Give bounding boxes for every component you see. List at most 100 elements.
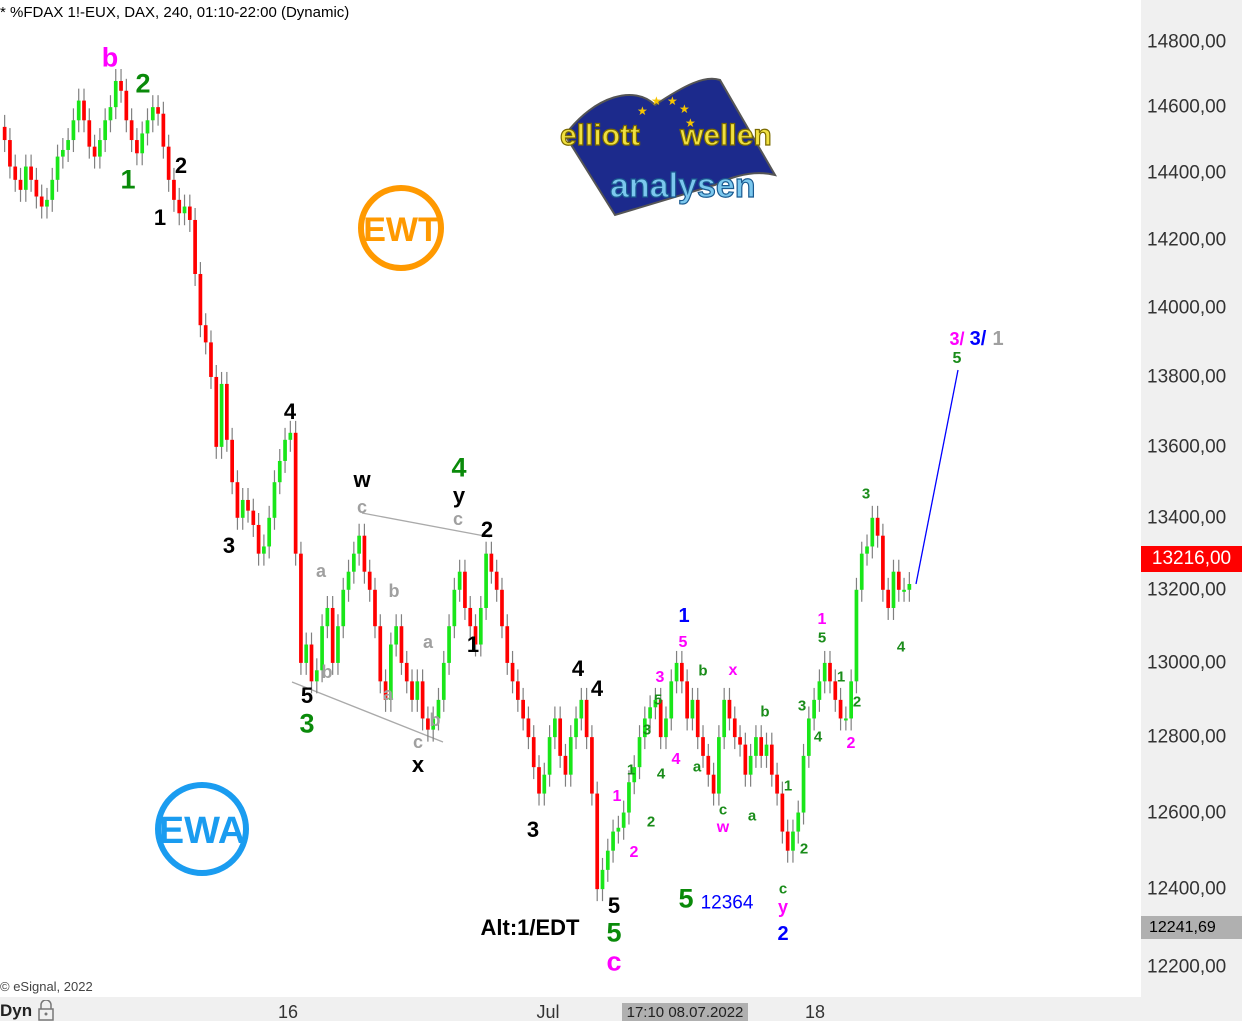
ewa-logo: EWA xyxy=(155,782,249,876)
wave-label: 4 xyxy=(451,452,467,483)
candle-down xyxy=(410,681,414,700)
candle-up xyxy=(140,133,145,154)
candle-up xyxy=(865,546,869,554)
candle-up xyxy=(113,80,118,108)
chart-title: * %FDAX 1!-EUX, DAX, 240, 01:10-22:00 (D… xyxy=(0,4,350,21)
candle-down xyxy=(82,100,86,121)
x-tick: 16 xyxy=(277,1002,299,1022)
candle-down xyxy=(526,718,531,738)
svg-text:★: ★ xyxy=(685,116,696,130)
candle-up xyxy=(796,812,801,832)
candle-up xyxy=(351,553,356,572)
wave-label: 4 xyxy=(813,728,823,746)
candle-down xyxy=(166,146,171,180)
candle-up xyxy=(801,755,806,813)
candle-down xyxy=(838,699,843,719)
candle-up xyxy=(320,626,324,671)
time-axis[interactable] xyxy=(0,997,1242,1021)
candle-up xyxy=(637,737,642,768)
candle-down xyxy=(256,524,261,554)
candle-up xyxy=(415,681,420,700)
candle-up xyxy=(542,774,547,794)
wave-label: 5 xyxy=(817,629,827,647)
candle-down xyxy=(500,589,504,627)
candle-down xyxy=(198,273,203,326)
candle-up xyxy=(870,517,875,547)
dynamic-mode-label[interactable]: Dyn xyxy=(0,1001,33,1020)
candle-down xyxy=(759,737,764,756)
svg-text:analysen: analysen xyxy=(610,167,756,205)
candle-down xyxy=(531,737,536,768)
ewt-logo: EWT xyxy=(358,185,444,271)
svg-text:wellen: wellen xyxy=(679,119,772,152)
candle-down xyxy=(775,774,779,794)
candle-down xyxy=(373,589,377,627)
candle-up xyxy=(907,583,912,590)
wave-label: 2 xyxy=(777,923,789,945)
candle-down xyxy=(658,699,663,738)
candle-down xyxy=(383,681,388,700)
candle-up xyxy=(314,670,319,682)
price-axis[interactable] xyxy=(1141,0,1242,997)
y-tick: 14800,00 xyxy=(1147,31,1227,53)
candle-down xyxy=(494,571,499,590)
candle-up xyxy=(690,699,695,719)
candle-down xyxy=(881,535,885,590)
candle-up xyxy=(616,827,621,832)
candle-up xyxy=(357,535,361,554)
candle-down xyxy=(203,325,208,343)
wave-label: 12364 xyxy=(700,892,754,914)
candle-up xyxy=(854,589,859,682)
cursor-time-tag: 17:10 08.07.2022 xyxy=(622,1003,748,1021)
wave-label: 3 xyxy=(861,485,871,503)
y-tick: 13000,00 xyxy=(1147,652,1227,674)
wave-label: 5 xyxy=(607,893,621,918)
candle-down xyxy=(124,90,129,121)
wave-label: 4 xyxy=(671,751,681,768)
elliott-wellen-analysen-logo: ★★ ★★★ elliott wellen analysen xyxy=(559,77,778,217)
y-tick: 12400,00 xyxy=(1147,878,1227,900)
wave-label: 5 xyxy=(300,683,314,708)
y-tick: 13200,00 xyxy=(1147,579,1227,601)
candle-up xyxy=(669,681,674,719)
lock-icon[interactable] xyxy=(36,1000,56,1021)
wave-label: 2 xyxy=(852,693,862,711)
wave-label: 4 xyxy=(656,765,666,783)
wave-label: 4 xyxy=(571,656,585,681)
wave-label: 5 xyxy=(606,917,622,948)
wave-label: a xyxy=(382,684,394,704)
candle-up xyxy=(902,589,906,592)
candle-down xyxy=(246,499,250,511)
wave-label: 2 xyxy=(135,68,151,99)
candle-up xyxy=(150,107,155,121)
wave-label: 5 xyxy=(952,350,962,367)
wave-label: 2 xyxy=(799,840,809,858)
candle-down xyxy=(251,510,256,525)
candle-down xyxy=(711,774,716,794)
candle-up xyxy=(452,589,457,627)
svg-text:★: ★ xyxy=(667,94,678,108)
candle-up xyxy=(394,626,399,645)
wave-label: 2 xyxy=(480,517,494,542)
candle-up xyxy=(272,482,277,518)
candle-up xyxy=(859,553,864,590)
candle-up xyxy=(632,767,637,783)
candlestick-chart[interactable] xyxy=(0,0,1141,997)
candle-up xyxy=(98,140,102,157)
candle-up xyxy=(611,831,615,851)
candle-down xyxy=(463,571,467,608)
candle-down xyxy=(701,737,705,756)
wave-label: c xyxy=(452,509,464,529)
candle-down xyxy=(473,626,478,645)
candle-up xyxy=(717,737,721,794)
candle-up xyxy=(325,607,330,627)
candle-up xyxy=(283,439,287,461)
candle-up xyxy=(764,744,769,756)
candle-down xyxy=(521,699,525,719)
candle-up xyxy=(600,869,605,890)
candle-up xyxy=(791,831,795,851)
candle-down xyxy=(8,140,12,167)
wave-label: 2 xyxy=(629,844,639,861)
candle-up xyxy=(108,107,113,121)
candle-up xyxy=(262,546,266,554)
